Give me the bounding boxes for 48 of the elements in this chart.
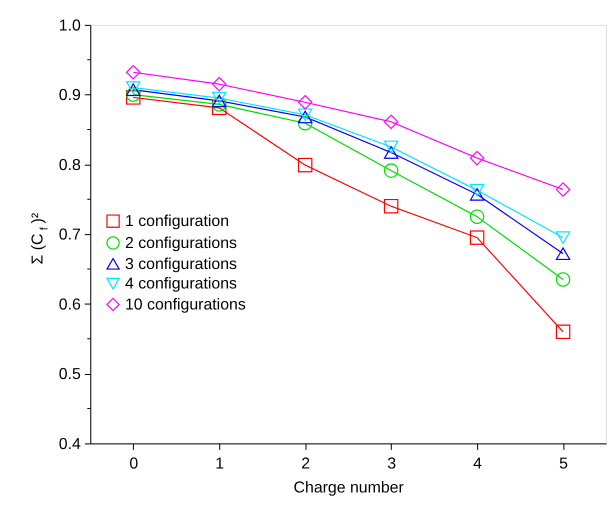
point: [470, 184, 484, 197]
x-tick-label: 3: [387, 456, 396, 473]
y-tick-label: 0.4: [58, 436, 82, 453]
point: [126, 87, 140, 102]
point: [384, 146, 398, 159]
point: [212, 92, 226, 104]
point: [126, 81, 140, 94]
point: [470, 150, 484, 166]
point: [384, 114, 398, 130]
point: [212, 100, 226, 116]
y-tick-label: 0.8: [58, 156, 82, 174]
x-tick-label: 4: [473, 456, 482, 473]
point: [298, 116, 312, 130]
y-axis-title: Σ (Cf)²: [30, 212, 51, 264]
point: [470, 230, 484, 245]
point: [212, 76, 226, 92]
legend-label: 1 configuration: [124, 213, 230, 230]
point: [384, 163, 398, 178]
point: [384, 198, 398, 214]
point: [470, 188, 484, 201]
x-tick-label: 1: [215, 456, 224, 473]
x-tick-label: 2: [301, 456, 310, 473]
point: [556, 182, 570, 197]
point: [470, 209, 484, 224]
x-tick-label: 5: [559, 456, 568, 473]
y-tick-label: 1.0: [58, 17, 82, 34]
x-tick-label: 0: [129, 456, 138, 473]
y-tick-label: 0.6: [58, 296, 82, 314]
point: [556, 324, 570, 340]
point: [556, 272, 570, 287]
point: [212, 97, 226, 112]
point: [298, 158, 312, 172]
y-tick-label: 0.7: [58, 226, 82, 244]
point: [298, 110, 312, 124]
point: [298, 95, 312, 110]
point: [556, 247, 570, 260]
y-tick-label: 0.5: [58, 366, 82, 384]
point: [384, 140, 398, 154]
point: [126, 65, 140, 80]
legend-label: 10 configurations: [124, 296, 246, 314]
legend-label: 4 configurations: [124, 276, 238, 293]
y-tick-label: 0.9: [58, 87, 82, 104]
point: [126, 90, 140, 105]
point: [212, 94, 226, 108]
x-axis-title: Charge number: [294, 480, 404, 497]
legend-label: 3 configurations: [124, 256, 238, 273]
point: [556, 231, 570, 244]
legend-label: 2 configurations: [124, 234, 238, 252]
